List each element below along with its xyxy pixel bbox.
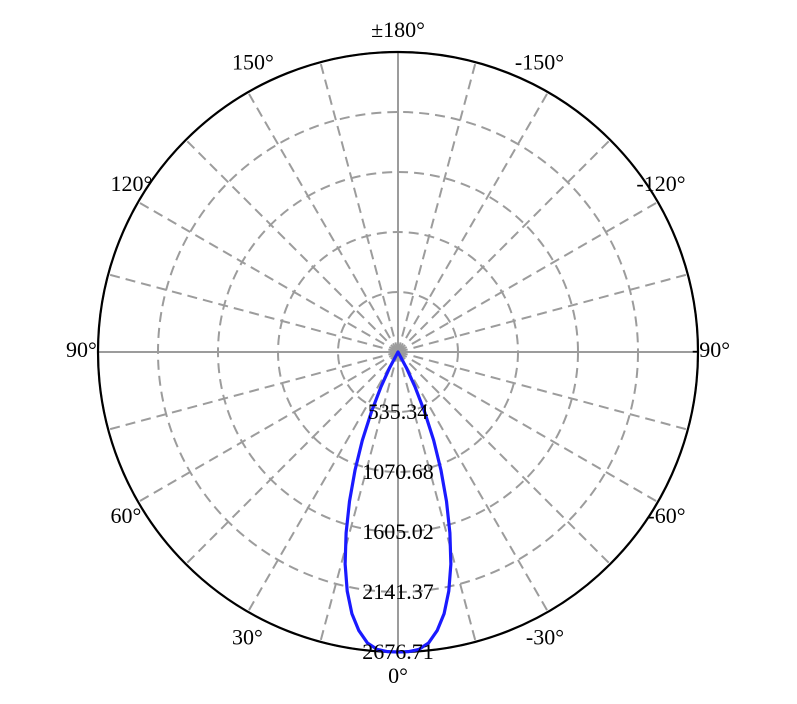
grid-spoke <box>138 202 398 352</box>
radial-label: 535.34 <box>368 399 429 424</box>
angle-label: 150° <box>232 50 274 75</box>
angle-label: -30° <box>526 625 564 650</box>
radial-label: 1070.68 <box>362 459 434 484</box>
radial-label: 2676.71 <box>362 639 434 664</box>
angle-label: 30° <box>232 625 263 650</box>
grid-spoke <box>138 352 398 502</box>
grid-spoke <box>248 92 398 352</box>
angle-label: 0° <box>388 663 408 688</box>
grid-spoke <box>398 202 658 352</box>
grid-spoke <box>320 62 398 352</box>
polar-chart: 535.34 1070.68 1605.02 2141.37 2676.710° 30° 6… <box>0 0 797 704</box>
angle-label: 90° <box>66 337 97 362</box>
grid-spoke <box>398 62 476 352</box>
grid-spoke <box>398 140 610 352</box>
grid-spoke <box>398 92 548 352</box>
grid-spoke <box>398 352 658 502</box>
radial-label: 2141.37 <box>362 579 434 604</box>
radial-label: 1605.02 <box>362 519 434 544</box>
angle-label: 60° <box>110 503 141 528</box>
grid-spoke <box>108 352 398 430</box>
angle-label: -150° <box>515 50 564 75</box>
grid-spoke <box>108 274 398 352</box>
grid-spoke <box>186 140 398 352</box>
angle-label: -120° <box>636 171 685 196</box>
angle-label: 120° <box>110 171 152 196</box>
angle-label: -60° <box>647 503 685 528</box>
angle-label: ±180° <box>371 17 425 42</box>
grid-spoke <box>398 274 688 352</box>
angle-label: -90° <box>692 337 730 362</box>
grid-spoke <box>398 352 688 430</box>
